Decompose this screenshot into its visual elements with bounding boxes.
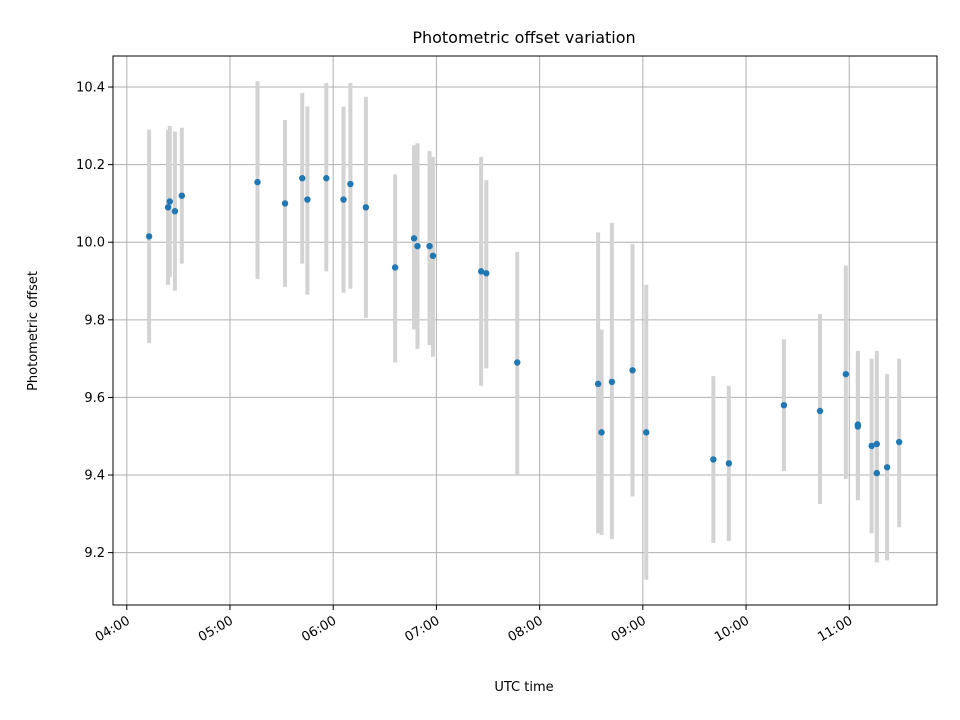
data-point [391, 264, 399, 271]
data-point [362, 204, 370, 211]
data-point [868, 442, 875, 450]
data-point [895, 438, 903, 446]
data-point [145, 233, 153, 240]
data-points [145, 175, 903, 477]
plot-frame [112, 55, 938, 606]
data-point [340, 196, 347, 203]
data-point [608, 378, 616, 386]
data-point [514, 359, 521, 366]
x-axis-label: UTC time [494, 680, 553, 695]
data-point [643, 429, 650, 436]
data-point [873, 469, 880, 477]
data-point [816, 407, 824, 415]
data-point [414, 242, 421, 250]
data-point [164, 204, 172, 211]
data-point [725, 460, 733, 467]
data-point [710, 456, 717, 463]
data-point [281, 200, 289, 207]
y-axis-label: Photometric offset [26, 271, 41, 391]
x-tick-label: 04:00 [93, 613, 133, 645]
y-tick-label: 10.4 [76, 81, 105, 96]
data-point [483, 270, 490, 277]
x-tick-label: 09:00 [609, 613, 649, 645]
data-point [594, 380, 602, 388]
x-tick-label: 10:00 [712, 613, 752, 645]
data-point [299, 175, 306, 182]
data-point [842, 370, 850, 378]
x-tick-label: 05:00 [196, 613, 236, 645]
x-tick-label: 07:00 [402, 613, 442, 645]
y-axis-ticks: 9.2 9.4 9.6 9.8 10.0 10.2 10.4 [76, 81, 113, 561]
y-tick-label: 9.6 [84, 391, 105, 406]
data-point [178, 192, 186, 199]
error-bars [147, 81, 902, 580]
grid-lines [113, 56, 937, 605]
data-point [426, 242, 433, 250]
data-point [854, 423, 862, 430]
y-tick-label: 9.8 [84, 313, 105, 328]
data-point [166, 198, 173, 205]
data-point [410, 235, 418, 242]
x-tick-label: 06:00 [299, 613, 339, 645]
data-point [629, 367, 636, 374]
data-point [780, 401, 788, 409]
data-point [477, 268, 485, 275]
data-point [323, 175, 330, 182]
y-tick-label: 9.4 [84, 469, 105, 484]
data-point [429, 252, 437, 260]
y-tick-label: 9.2 [84, 546, 105, 561]
x-tick-label: 11:00 [815, 613, 855, 645]
x-axis-ticks: 04:00 05:00 06:00 07:00 08:00 09:00 10:00 11:00 [93, 605, 855, 645]
y-tick-label: 10.0 [76, 236, 105, 251]
data-point [304, 196, 311, 203]
x-tick-label: 08:00 [506, 613, 546, 645]
data-point [598, 429, 605, 436]
data-point [171, 207, 179, 215]
chart-title: Photometric offset variation [412, 28, 635, 47]
data-point [883, 464, 891, 471]
data-point [254, 178, 261, 186]
y-tick-label: 10.2 [76, 158, 105, 173]
data-point [873, 440, 880, 448]
data-point [347, 180, 354, 188]
